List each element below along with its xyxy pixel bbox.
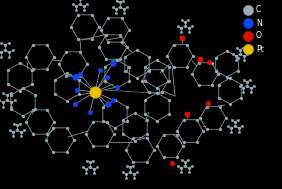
Text: C: C <box>256 5 261 15</box>
Text: Pt: Pt <box>256 44 264 53</box>
Text: O: O <box>256 32 262 40</box>
Text: N: N <box>256 19 262 28</box>
